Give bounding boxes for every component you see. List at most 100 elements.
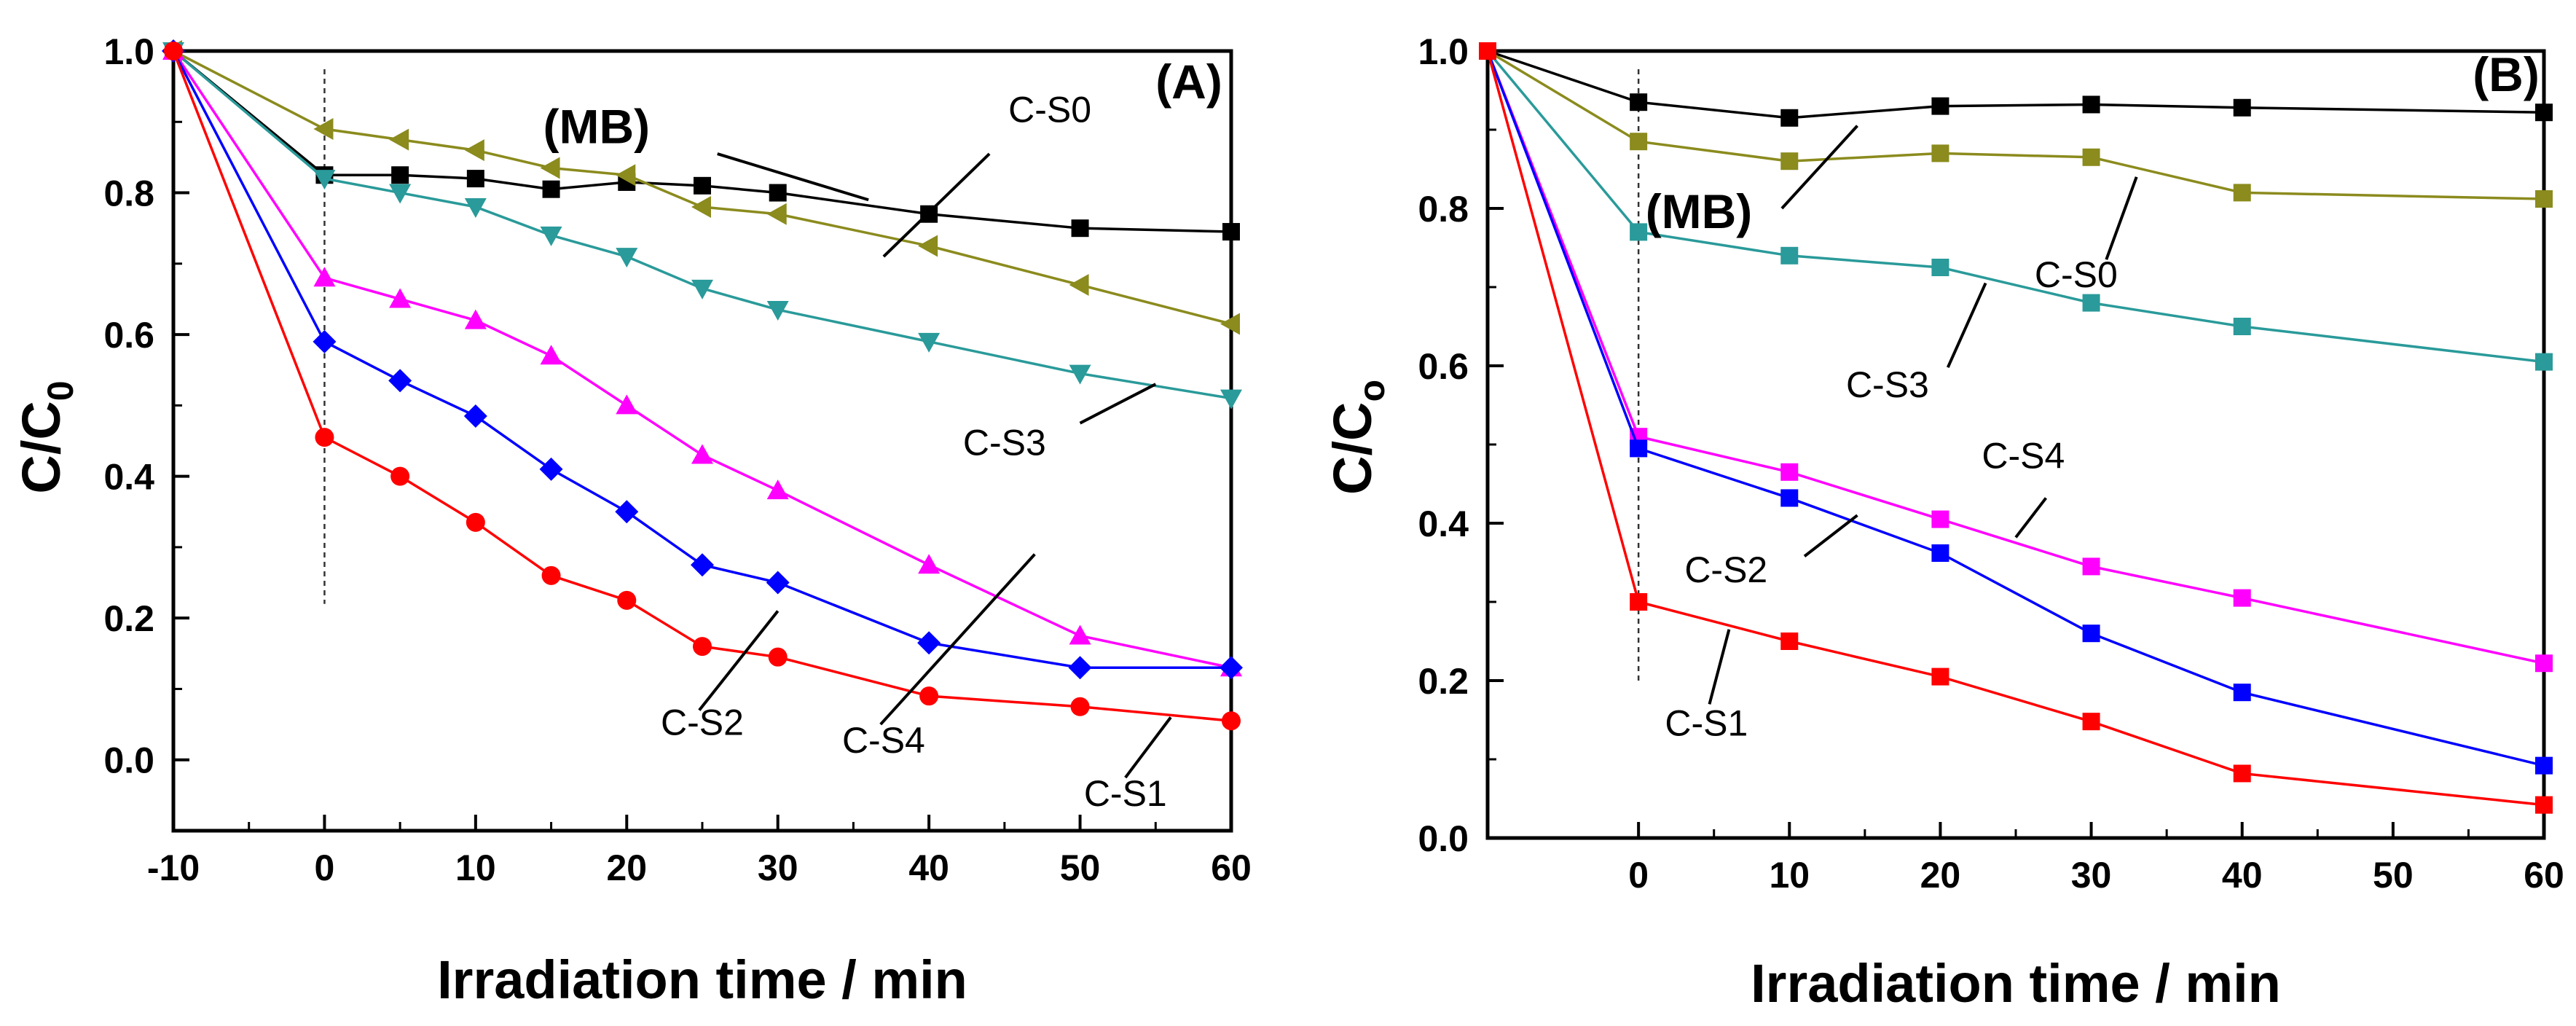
panel-a-data-point-c-s3 [918, 332, 941, 353]
panel-a-data-point-c-s4 [389, 288, 412, 308]
panel-a-data-point-mb [542, 180, 560, 198]
panel-a-data-point-c-s1 [466, 512, 485, 532]
panel-a-data-point-c-s4 [691, 444, 713, 464]
panel-b-y-tick-label: 0.4 [1418, 504, 1469, 544]
panel-b-x-tick-label: 40 [2222, 855, 2263, 896]
panel-a-series-line-c-s1 [172, 50, 1232, 722]
panel-b-data-point-c-s1 [2535, 796, 2553, 814]
panel-b-data-point-c-s1 [1931, 667, 1949, 686]
panel-b-leader-line-c-s3 [1946, 282, 1987, 368]
panel-a-chart: -10 0 10 20 30 40 50 60 0.0 0.2 0.4 0.6 0.8 1.0 Irradi… [11, 31, 1252, 1010]
panel-b-data-point-mb [1780, 109, 1799, 127]
panel-b-data-point-c-s1 [1780, 633, 1799, 650]
panel-a-data-point-mb [769, 184, 787, 202]
panel-b-data-point-c-s4 [1780, 463, 1799, 481]
panel-a-data-point-c-s0 [1220, 313, 1240, 335]
panel-a-series-c-s0 [162, 40, 1240, 335]
panel-b-data-point-c-s4 [2535, 654, 2553, 673]
panel-a-data-point-c-s0 [691, 196, 711, 218]
panel-a-data-point-c-s0 [616, 164, 636, 187]
panel-a-data-point-c-s3 [616, 248, 638, 268]
panel-b-data-point-c-s1 [1630, 593, 1648, 611]
panel-a-leader-line-c-s2 [698, 610, 780, 711]
panel-b-y-tick-label: 0.2 [1418, 661, 1469, 702]
panel-b-annotation-c-s4: C-S4 [1982, 435, 2065, 539]
panel-a-series-label-c-s4: C-S4 [842, 720, 925, 761]
panel-a-y-tick-label: 0.0 [103, 740, 154, 781]
panel-a-y-tick-label: 0.6 [103, 315, 154, 356]
panel-b-data-point-c-s1 [1479, 42, 1496, 60]
panel-b-y-axis-title-main: C/C [1322, 402, 1383, 495]
panel-a-data-point-mb [391, 166, 409, 184]
panel-b-data-point-mb [2233, 98, 2251, 117]
panel-b-data-point-mb [2082, 95, 2100, 114]
panel-a-leader-line-c-s1 [1124, 716, 1172, 779]
panel-a-data-point-c-s1 [617, 590, 637, 610]
panel-a-series-label-mb: (MB) [543, 99, 650, 153]
panel-b-chart: 0 10 20 30 40 50 60 0.0 0.2 0.4 0.6 0.8 1.0 Irradiati… [1322, 31, 2564, 1014]
panel-a-data-point-c-s4 [766, 479, 789, 500]
panel-a-data-point-c-s0 [464, 139, 484, 162]
panel-a-data-point-c-s1 [1222, 711, 1241, 731]
panel-a-data-point-c-s2 [766, 571, 790, 595]
panel-a-data-point-c-s3 [464, 198, 487, 218]
panel-b-data-point-c-s3 [2233, 318, 2251, 335]
panel-b-x-tick-label: 50 [2373, 855, 2414, 896]
panel-b-series-line-c-s2 [1486, 50, 2545, 767]
panel-b-annotation-c-s1: C-S1 [1665, 629, 1748, 744]
panel-a-data-point-c-s1 [390, 466, 410, 486]
panel-a-y-axis-title-subscript: 0 [40, 380, 81, 401]
panel-a-data-point-mb [1071, 219, 1089, 238]
panel-a-data-point-c-s1 [541, 565, 561, 585]
panel-b-data-point-c-s3 [2535, 353, 2553, 371]
panel-b-annotation-c-s2: C-S2 [1684, 514, 1858, 590]
panel-a-leader-line-c-s4 [879, 553, 1036, 726]
panel-b-data-point-c-s2 [2233, 684, 2251, 702]
panel-a-y-tick-label: 0.2 [103, 598, 154, 639]
panel-a-data-point-mb [1222, 223, 1240, 241]
panel-a-leader-line-mb [717, 152, 869, 202]
panel-a-leader-line-c-s0 [882, 152, 991, 258]
panel-a-x-tick-label: 0 [315, 847, 335, 888]
panel-b-data-point-c-s3 [1780, 246, 1799, 265]
panel-b-label: (B) [2473, 47, 2540, 101]
panel-b-x-tick-label: 30 [2071, 855, 2112, 896]
panel-b-series-c-s0 [1479, 42, 2553, 208]
panel-a-data-point-c-s0 [540, 157, 560, 179]
panel-b-data-point-c-s3 [1931, 259, 1949, 276]
panel-a-annotation-c-s4: C-S4 [842, 553, 1036, 761]
panel-b-annotation-c-s3: C-S3 [1846, 282, 1987, 405]
panel-a-x-tick-label: -10 [147, 847, 200, 888]
panel-a-data-point-c-s1 [315, 428, 334, 447]
panel-a-x-tick-label: 40 [908, 847, 949, 888]
panel-b-x-tick-label: 0 [1628, 855, 1649, 896]
panel-b-series-label-c-s2: C-S2 [1684, 549, 1767, 590]
panel-b-data-point-c-s2 [2082, 624, 2100, 643]
panel-b-y-tick-label: 0.6 [1418, 346, 1469, 387]
panel-a-series-label-c-s2: C-S2 [661, 702, 744, 743]
panel-b-series-label-c-s4: C-S4 [1982, 435, 2065, 476]
panel-a-data-point-c-s1 [164, 42, 183, 60]
panel-a-annotation-mb: (MB) [543, 99, 869, 202]
panel-b-data-point-c-s4 [2082, 557, 2100, 576]
panel-b-annotation-c-s0: C-S0 [2035, 176, 2138, 295]
panel-a-data-point-c-s0 [389, 128, 409, 151]
panel-a-data-point-c-s2 [539, 457, 563, 481]
panel-a-x-tick-label: 10 [455, 847, 496, 888]
panel-b-leader-line-mb [1780, 125, 1858, 210]
panel-a-data-point-c-s4 [540, 345, 562, 365]
panel-b-data-point-c-s2 [1931, 544, 1949, 563]
panel-b-series-c-s2 [1479, 42, 2553, 775]
panel-b-annotation-mb: (MB) [1646, 125, 1858, 238]
panel-a-data-point-c-s4 [464, 309, 487, 329]
panel-a-data-point-c-s3 [540, 226, 562, 246]
panel-a-series-c-s4 [162, 40, 1242, 677]
panel-b-y-axis-title: C/Co [1322, 380, 1392, 495]
panel-b-series-c-s3 [1479, 42, 2553, 371]
panel-a-data-point-c-s2 [691, 553, 714, 577]
panel-a-data-point-c-s1 [919, 686, 939, 706]
panel-a-data-point-mb [694, 176, 711, 195]
panel-b-data-point-c-s3 [2082, 294, 2100, 312]
panel-b-x-axis-title: Irradiation time / min [1751, 953, 2281, 1014]
panel-a-series-label-c-s1: C-S1 [1084, 773, 1167, 814]
